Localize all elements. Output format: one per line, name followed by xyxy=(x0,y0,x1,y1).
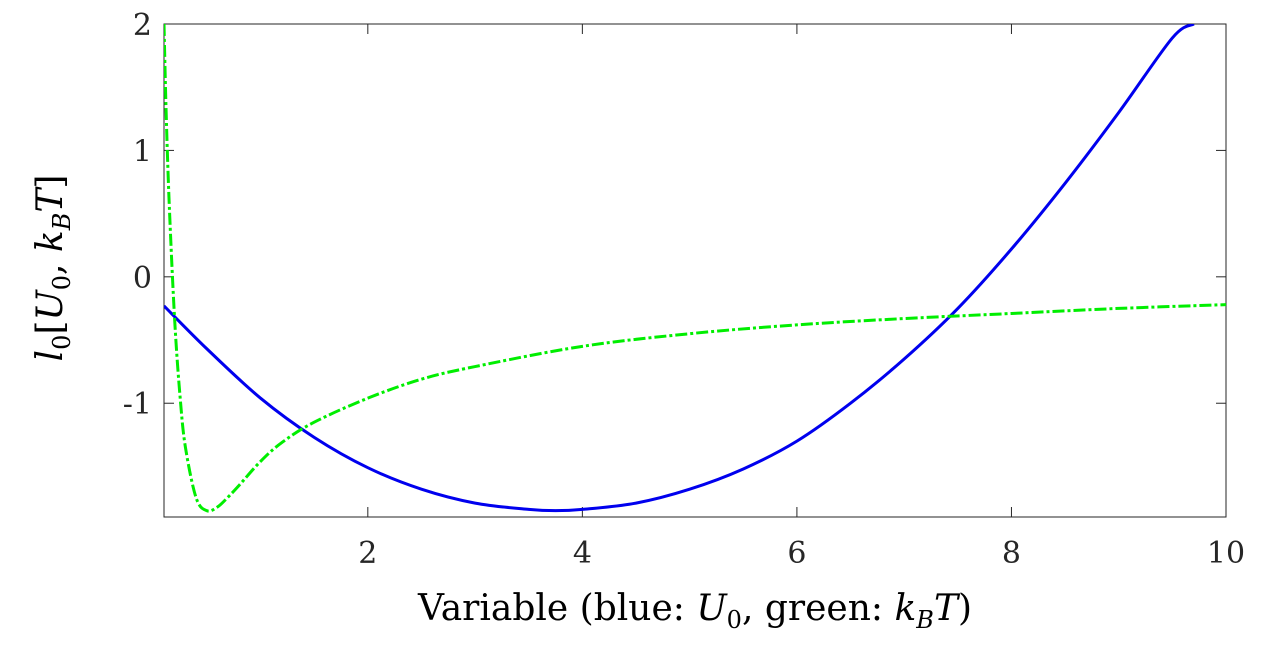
x-tick-label: 2 xyxy=(358,536,377,571)
axis-ticks: 2 4 6 8 10 -1 0 1 2 xyxy=(123,8,1245,571)
y-tick-label: 2 xyxy=(133,8,152,43)
x-tick-label: 6 xyxy=(787,536,806,571)
x-tick-label: 8 xyxy=(1002,536,1021,571)
green-series-line xyxy=(164,24,1226,513)
y-tick-label: 1 xyxy=(133,134,152,169)
y-tick-label: -1 xyxy=(123,387,152,422)
x-tick-label: 4 xyxy=(573,536,592,571)
series-layer xyxy=(164,24,1226,513)
y-axis-label: l0[U0, kBT] xyxy=(30,175,76,362)
y-tick-label: 0 xyxy=(133,261,152,296)
x-tick-label: 10 xyxy=(1207,536,1245,571)
x-axis-label: Variable (blue: U0, green: kBT) xyxy=(417,588,972,634)
plot-area xyxy=(163,23,1227,518)
plot-frame xyxy=(163,23,1227,518)
blue-series-line xyxy=(164,24,1195,513)
